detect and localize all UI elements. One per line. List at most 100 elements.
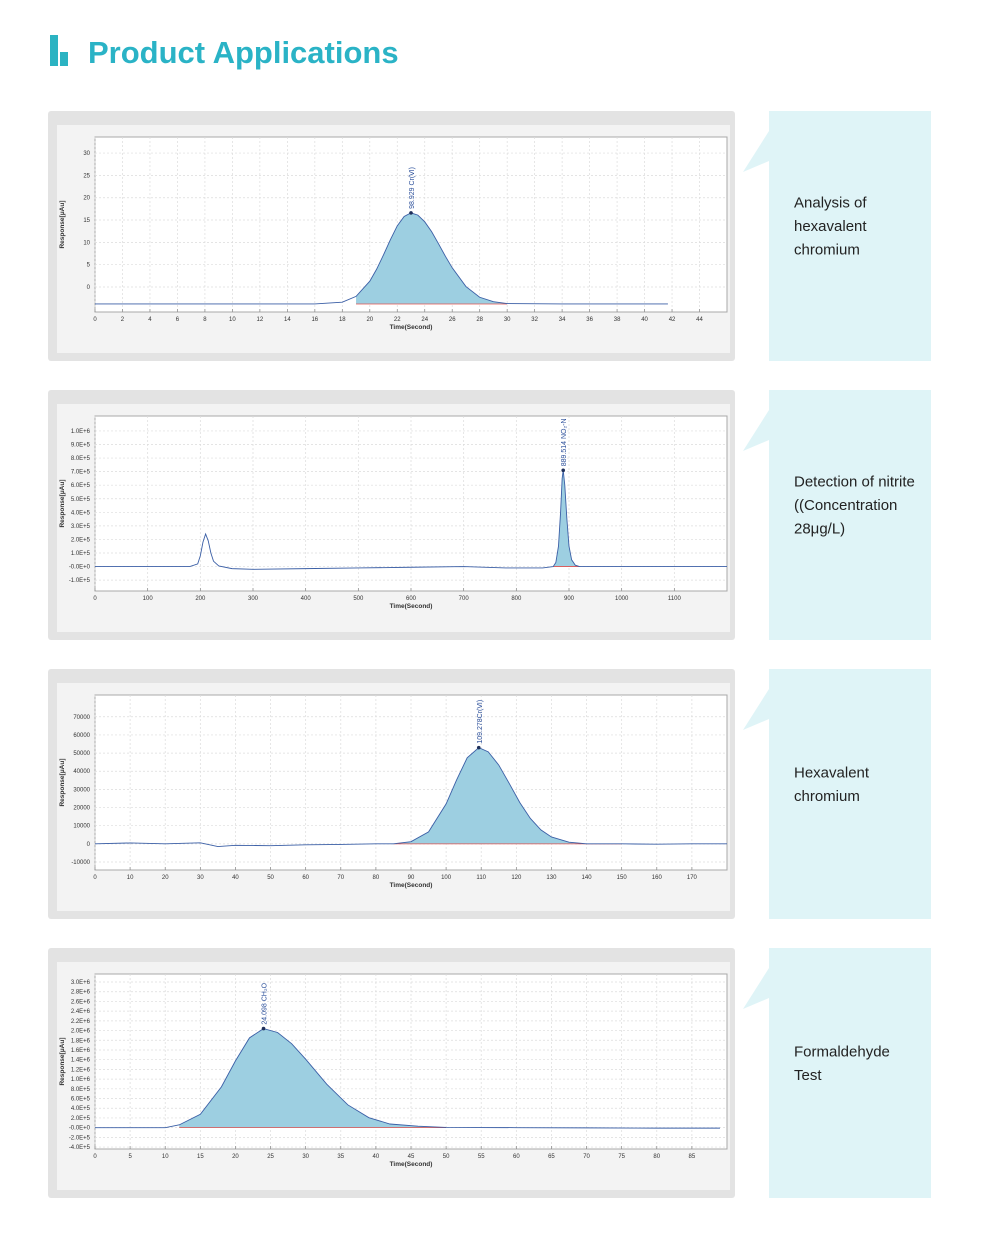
y-tick-label: 1.8E+6 — [71, 1038, 91, 1044]
page-title: Product Applications — [88, 35, 399, 70]
y-tick-label: 30000 — [73, 787, 90, 793]
caption-line: Detection of nitrite — [794, 474, 915, 491]
y-tick-label: -0.0E+0 — [69, 565, 91, 571]
x-tick-label: 24 — [421, 317, 428, 323]
y-tick-label: -4.0E+5 — [69, 1145, 91, 1151]
y-tick-label: 2.6E+6 — [71, 999, 91, 1005]
x-axis-label: Time(Second) — [390, 603, 433, 610]
x-tick-label: 0 — [93, 1154, 97, 1160]
x-tick-label: 65 — [548, 1154, 555, 1160]
x-tick-label: 0 — [93, 317, 97, 323]
x-tick-label: 18 — [339, 317, 346, 323]
x-tick-label: 70 — [583, 1154, 590, 1160]
x-tick-label: 32 — [531, 317, 538, 323]
x-tick-label: 30 — [504, 317, 511, 323]
peak-point — [476, 745, 481, 750]
y-tick-label: 6.0E+5 — [71, 1097, 91, 1103]
y-axis-label: Response[μAu] — [59, 1037, 66, 1085]
caption-line: Analysis of — [794, 195, 867, 212]
y-tick-label: 8.0E+5 — [71, 1087, 91, 1093]
x-tick-label: 100 — [441, 875, 452, 881]
x-tick-label: 38 — [614, 317, 621, 323]
peak-point — [261, 1026, 266, 1031]
x-tick-label: 1100 — [668, 596, 682, 602]
y-tick-label: 9.0E+5 — [71, 442, 91, 448]
x-tick-label: 25 — [267, 1154, 274, 1160]
y-tick-label: 1.6E+6 — [71, 1048, 91, 1054]
x-tick-label: 200 — [195, 596, 206, 602]
x-tick-label: 0 — [93, 875, 97, 881]
x-tick-label: 600 — [406, 596, 417, 602]
x-tick-label: 75 — [618, 1154, 625, 1160]
x-tick-label: 0 — [93, 596, 97, 602]
y-tick-label: -2.0E+5 — [69, 1135, 91, 1141]
y-axis-label: Response[μAu] — [59, 758, 66, 806]
y-tick-label: 70000 — [73, 715, 90, 721]
title-icon — [60, 52, 68, 66]
peak-label: 109.278Cr(Ⅵ) — [477, 700, 484, 744]
x-tick-label: 20 — [366, 317, 373, 323]
x-tick-label: 30 — [302, 1154, 309, 1160]
x-tick-label: 35 — [337, 1154, 344, 1160]
x-tick-label: 50 — [443, 1154, 450, 1160]
caption-line: 28μg/L) — [794, 521, 845, 538]
x-tick-label: 40 — [232, 875, 239, 881]
y-tick-label: 60000 — [73, 733, 90, 739]
x-tick-label: 14 — [284, 317, 291, 323]
x-tick-label: 110 — [476, 875, 486, 881]
x-axis-label: Time(Second) — [390, 324, 433, 331]
curve — [95, 1028, 720, 1129]
y-tick-label: 4.0E+5 — [71, 510, 91, 516]
x-tick-label: 36 — [586, 317, 593, 323]
y-tick-label: 1.0E+6 — [71, 429, 91, 435]
x-tick-label: 100 — [143, 596, 154, 602]
x-tick-label: 20 — [232, 1154, 239, 1160]
curve — [95, 470, 727, 570]
x-tick-label: 150 — [617, 875, 628, 881]
curve — [94, 747, 727, 848]
y-tick-label: 10 — [83, 240, 90, 246]
y-tick-label: 7.0E+5 — [71, 470, 91, 476]
x-tick-label: 10 — [229, 317, 236, 323]
caption-line: Formaldehyde — [794, 1043, 890, 1060]
x-tick-label: 45 — [408, 1154, 415, 1160]
x-tick-label: 70 — [337, 875, 344, 881]
y-tick-label: 5.0E+5 — [71, 497, 91, 503]
y-tick-label: 0 — [87, 285, 91, 291]
caption-pointer — [743, 410, 769, 451]
y-tick-label: 25 — [83, 173, 90, 179]
peak-area — [179, 1028, 447, 1128]
y-tick-label: 3.0E+6 — [71, 980, 91, 986]
x-tick-label: 22 — [394, 317, 401, 323]
y-tick-label: 0 — [87, 842, 91, 848]
y-tick-label: 30 — [83, 151, 90, 157]
x-tick-label: 85 — [689, 1154, 696, 1160]
x-tick-label: 130 — [546, 875, 557, 881]
x-tick-label: 12 — [257, 317, 264, 323]
y-tick-label: 8.0E+5 — [71, 456, 91, 462]
x-tick-label: 15 — [197, 1154, 204, 1160]
x-tick-label: 500 — [353, 596, 364, 602]
peak-area — [553, 470, 580, 567]
x-tick-label: 160 — [652, 875, 663, 881]
peak-label: 24.098 CH₂O — [262, 982, 269, 1024]
x-tick-label: 26 — [449, 317, 456, 323]
x-tick-label: 120 — [511, 875, 522, 881]
x-tick-label: 4 — [148, 317, 152, 323]
y-tick-label: 1.0E+6 — [71, 1077, 91, 1083]
caption-line: chromium — [794, 788, 860, 805]
peak-point — [409, 211, 413, 215]
x-tick-label: 20 — [162, 875, 169, 881]
x-tick-label: 34 — [559, 317, 566, 323]
x-tick-label: 900 — [564, 596, 575, 602]
caption-line: hexavalent — [794, 218, 867, 235]
x-tick-label: 1000 — [615, 596, 629, 602]
x-tick-label: 170 — [687, 875, 698, 881]
y-tick-label: 5 — [87, 263, 91, 269]
peak-label: 889.514 NO₂-N — [561, 418, 568, 466]
x-tick-label: 10 — [162, 1154, 169, 1160]
y-tick-label: 1.0E+5 — [71, 551, 91, 557]
x-tick-label: 44 — [696, 317, 703, 323]
x-tick-label: 28 — [476, 317, 483, 323]
